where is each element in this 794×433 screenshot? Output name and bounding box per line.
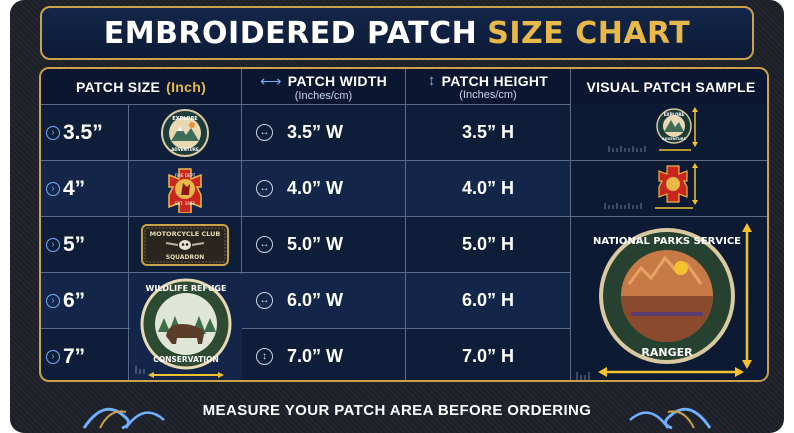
- explore-patch-top-text: EXPLORE: [172, 116, 198, 122]
- size-cell: › 7”: [41, 329, 129, 380]
- width-cell: ↔ 3.5” W: [242, 105, 406, 160]
- visual-divider: [571, 216, 767, 217]
- table-row: › 3.5” EXPLORE ADVENTURE ↔ 3.5” W: [41, 104, 571, 160]
- visual-sample-graphics: EXPLORE ADVENTURE: [576, 107, 752, 380]
- header-visual-label: VISUAL PATCH SAMPLE: [586, 78, 756, 95]
- visual-divider: [571, 160, 767, 161]
- height-value: 5.0” H: [461, 234, 515, 254]
- height-cell: 7.0” H: [406, 329, 571, 380]
- patch-image-cell: FIRE DEPT EST. 1982: [129, 161, 242, 216]
- explore-sample-top-text: EXPLORE: [664, 112, 685, 117]
- size-value: 6”: [63, 288, 86, 312]
- title-main: EMBROIDERED PATCH: [103, 15, 478, 51]
- width-cell: ↔ 4.0” W: [242, 161, 406, 216]
- fire-patch-top-text: FIRE DEPT: [175, 173, 196, 178]
- horizontal-arrows-icon: ↔: [256, 236, 273, 253]
- size-cell: › 4”: [41, 161, 129, 216]
- moto-patch-bottom-text: SQUADRON: [166, 254, 204, 261]
- wildlife-patch-top-text: WILDLIFE REFUGE: [146, 284, 227, 293]
- width-value: 7.0” W: [287, 346, 344, 366]
- width-value: 5.0” W: [287, 234, 344, 254]
- vertical-arrows-icon: ↕: [256, 348, 273, 365]
- explore-patch-image: EXPLORE ADVENTURE: [161, 108, 209, 157]
- chevron-right-icon: ›: [46, 349, 60, 364]
- header-patch-size: PATCH SIZE (Inch): [41, 69, 242, 104]
- moto-patch-top-text: MOTORCYCLE CLUB: [150, 230, 221, 238]
- size-table: PATCH SIZE (Inch) ⟷ PATCH WIDTH (Inches/cm…: [39, 67, 769, 382]
- fire-sample: [604, 163, 698, 209]
- park-sample-bottom-text: RANGER: [641, 346, 693, 359]
- title-accent: SIZE CHART: [487, 15, 691, 51]
- header-height-unit: (Inches/cm): [459, 89, 517, 101]
- patch-image-cell: MOTORCYCLE CLUB SQUADRON: [129, 217, 242, 272]
- height-cell: 5.0” H: [406, 217, 571, 272]
- horizontal-arrows-icon: ↔: [256, 292, 273, 309]
- size-value: 3.5”: [63, 120, 103, 144]
- explore-sample-bottom-text: ADVENTURE: [662, 137, 687, 141]
- size-value: 4”: [63, 176, 86, 200]
- right-ornament-icon: [629, 407, 712, 430]
- wildlife-patch-bottom-text: CONSERVATION: [153, 355, 219, 364]
- chevron-right-icon: ›: [46, 237, 60, 252]
- national-parks-sample: NATIONAL PARKS SERVICE RANGER: [576, 223, 752, 380]
- footer-note: MEASURE YOUR PATCH AREA BEFORE ORDERING: [202, 401, 592, 419]
- park-sample-top-text: NATIONAL PARKS SERVICE: [593, 236, 741, 247]
- header-patch-height: ↕ PATCH HEIGHT (Inches/cm): [406, 69, 571, 104]
- horizontal-arrow-icon: ⟷: [259, 72, 282, 90]
- chevron-right-icon: ›: [46, 125, 60, 140]
- size-value: 5”: [63, 232, 86, 256]
- horizontal-arrows-icon: ↔: [256, 180, 273, 197]
- width-cell: ↔ 5.0” W: [242, 217, 406, 272]
- header-width-unit: (Inches/cm): [294, 89, 353, 102]
- size-cell: › 3.5”: [41, 105, 129, 160]
- chevron-right-icon: ›: [46, 181, 60, 196]
- width-cell: ↔ 6.0” W: [242, 273, 406, 328]
- chevron-right-icon: ›: [46, 293, 60, 308]
- height-value: 4.0” H: [461, 178, 515, 198]
- header-visual-sample: VISUAL PATCH SAMPLE: [571, 69, 767, 104]
- height-value: 3.5” H: [461, 122, 515, 142]
- width-cell: ↕ 7.0” W: [242, 329, 406, 380]
- motorcycle-club-patch-image: MOTORCYCLE CLUB SQUADRON: [141, 223, 229, 266]
- table-row: › 5” MOTORCYCLE CLUB SQUADRON ↔ 5.0” W: [41, 216, 571, 272]
- height-cell: 4.0” H: [406, 161, 571, 216]
- height-cell: 6.0” H: [406, 273, 571, 328]
- explore-patch-bottom-text: ADVENTURE: [171, 147, 199, 152]
- chart-frame: EMBROIDERED PATCH SIZE CHART PATCH SIZE (…: [10, 0, 784, 433]
- height-value: 7.0” H: [461, 346, 515, 366]
- width-value: 3.5” W: [287, 122, 344, 142]
- explore-sample: EXPLORE ADVENTURE: [608, 107, 698, 152]
- title-banner: EMBROIDERED PATCH SIZE CHART: [40, 6, 754, 60]
- header-width-label: PATCH WIDTH: [287, 72, 388, 89]
- table-row: › 4” FIRE DEPT EST. 1982 ↔ 4.0” W 4.0” H: [41, 160, 571, 216]
- wildlife-refuge-patch-image: WILDLIFE REFUGE CONSERVATION: [130, 274, 242, 380]
- patch-image-cell: EXPLORE ADVENTURE: [129, 105, 242, 160]
- visual-sample-column: EXPLORE ADVENTURE: [571, 104, 767, 380]
- fire-patch-bottom-text: EST. 1982: [175, 201, 195, 206]
- vertical-arrow-icon: ↕: [427, 72, 436, 89]
- header-size-label: PATCH SIZE: [75, 78, 161, 95]
- header-patch-width: ⟷ PATCH WIDTH (Inches/cm): [242, 69, 406, 104]
- size-value: 7”: [63, 344, 86, 368]
- width-value: 4.0” W: [287, 178, 344, 198]
- height-cell: 3.5” H: [406, 105, 571, 160]
- header-size-unit: (Inch): [166, 78, 207, 95]
- size-cell: › 6”: [41, 273, 129, 328]
- table-row: › 6” ↔ 6.0” W 6.0” H: [41, 272, 571, 328]
- horizontal-arrows-icon: ↔: [256, 124, 273, 141]
- fire-dept-patch-image: FIRE DEPT EST. 1982: [168, 167, 202, 213]
- size-cell: › 5”: [41, 217, 129, 272]
- header-height-label: PATCH HEIGHT: [441, 72, 549, 89]
- height-value: 6.0” H: [461, 290, 515, 310]
- width-value: 6.0” W: [287, 290, 344, 310]
- left-ornament-icon: [82, 407, 165, 430]
- table-row: › 7” ↕ 7.0” W 7.0” H: [41, 328, 571, 380]
